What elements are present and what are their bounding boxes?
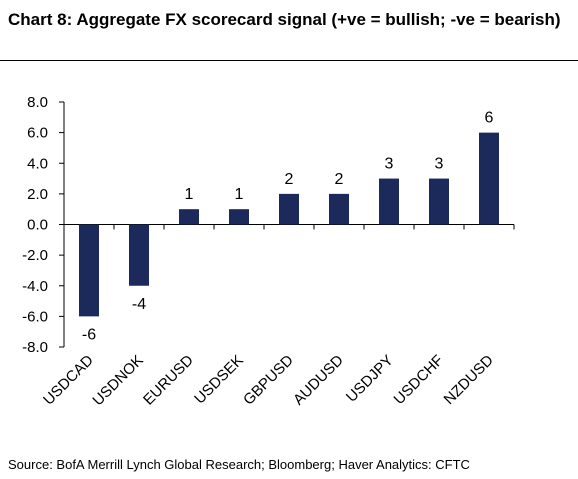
data-label-gbpusd: 2 bbox=[285, 171, 294, 188]
x-tick-label: USDCHF bbox=[391, 352, 447, 408]
x-tick-label: USDSEK bbox=[191, 352, 247, 408]
data-label-usdcad: -6 bbox=[82, 326, 96, 343]
y-tick-label: -6.0 bbox=[22, 308, 48, 325]
data-label-audusd: 2 bbox=[335, 171, 344, 188]
y-tick-label: 0.0 bbox=[27, 217, 48, 234]
x-tick-label: NZDUSD bbox=[441, 352, 497, 408]
y-tick-label: 6.0 bbox=[27, 125, 48, 142]
data-label-usdsek: 1 bbox=[235, 186, 244, 203]
data-label-usdnok: -4 bbox=[132, 296, 146, 313]
source-note: Source: BofA Merrill Lynch Global Resear… bbox=[8, 457, 470, 472]
bar-usdcad bbox=[79, 224, 99, 317]
data-label-eurusd: 1 bbox=[185, 186, 194, 203]
chart-title: Chart 8: Aggregate FX scorecard signal (… bbox=[8, 10, 561, 29]
bar-gbpusd bbox=[279, 193, 299, 225]
data-label-usdjpy: 3 bbox=[385, 156, 394, 173]
y-tick-label: -4.0 bbox=[22, 278, 48, 295]
bar-usdjpy bbox=[379, 178, 399, 225]
title-divider bbox=[0, 60, 578, 61]
x-tick-label: AUDUSD bbox=[290, 352, 347, 409]
bar-nzdusd bbox=[479, 132, 499, 225]
y-tick-label: 2.0 bbox=[27, 186, 48, 203]
x-tick-label: USDCAD bbox=[40, 352, 97, 409]
y-tick-label: 8.0 bbox=[27, 94, 48, 111]
data-label-nzdusd: 6 bbox=[485, 110, 494, 127]
x-tick-label: USDNOK bbox=[89, 352, 146, 409]
y-tick-label: -2.0 bbox=[22, 247, 48, 264]
bar-eurusd bbox=[179, 209, 199, 225]
x-tick-label: USDJPY bbox=[343, 352, 397, 406]
x-tick-label: EURUSD bbox=[140, 352, 197, 409]
x-tick-label: GBPUSD bbox=[240, 352, 297, 409]
bar-usdchf bbox=[429, 178, 449, 225]
data-label-usdchf: 3 bbox=[435, 156, 444, 173]
y-tick-label: 4.0 bbox=[27, 155, 48, 172]
bar-usdsek bbox=[229, 209, 249, 225]
y-tick-label: -8.0 bbox=[22, 339, 48, 356]
bar-usdnok bbox=[129, 224, 149, 286]
bar-audusd bbox=[329, 193, 349, 225]
